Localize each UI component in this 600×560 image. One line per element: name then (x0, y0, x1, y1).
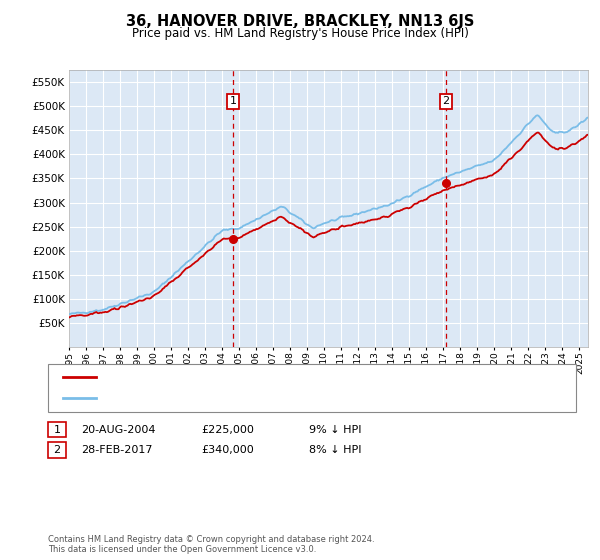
Text: 1: 1 (230, 96, 236, 106)
Text: 9% ↓ HPI: 9% ↓ HPI (309, 424, 361, 435)
Text: 8% ↓ HPI: 8% ↓ HPI (309, 445, 361, 455)
Text: 36, HANOVER DRIVE, BRACKLEY, NN13 6JS: 36, HANOVER DRIVE, BRACKLEY, NN13 6JS (126, 14, 474, 29)
Text: 36, HANOVER DRIVE, BRACKLEY, NN13 6JS (detached house): 36, HANOVER DRIVE, BRACKLEY, NN13 6JS (d… (105, 372, 421, 382)
Text: 28-FEB-2017: 28-FEB-2017 (81, 445, 152, 455)
Text: £225,000: £225,000 (201, 424, 254, 435)
Text: 1: 1 (53, 424, 61, 435)
Text: £340,000: £340,000 (201, 445, 254, 455)
Text: 2: 2 (53, 445, 61, 455)
Text: 2: 2 (443, 96, 449, 106)
Text: 20-AUG-2004: 20-AUG-2004 (81, 424, 155, 435)
Text: Contains HM Land Registry data © Crown copyright and database right 2024.
This d: Contains HM Land Registry data © Crown c… (48, 535, 374, 554)
Text: Price paid vs. HM Land Registry's House Price Index (HPI): Price paid vs. HM Land Registry's House … (131, 27, 469, 40)
Text: HPI: Average price, detached house, West Northamptonshire: HPI: Average price, detached house, West… (105, 393, 422, 403)
